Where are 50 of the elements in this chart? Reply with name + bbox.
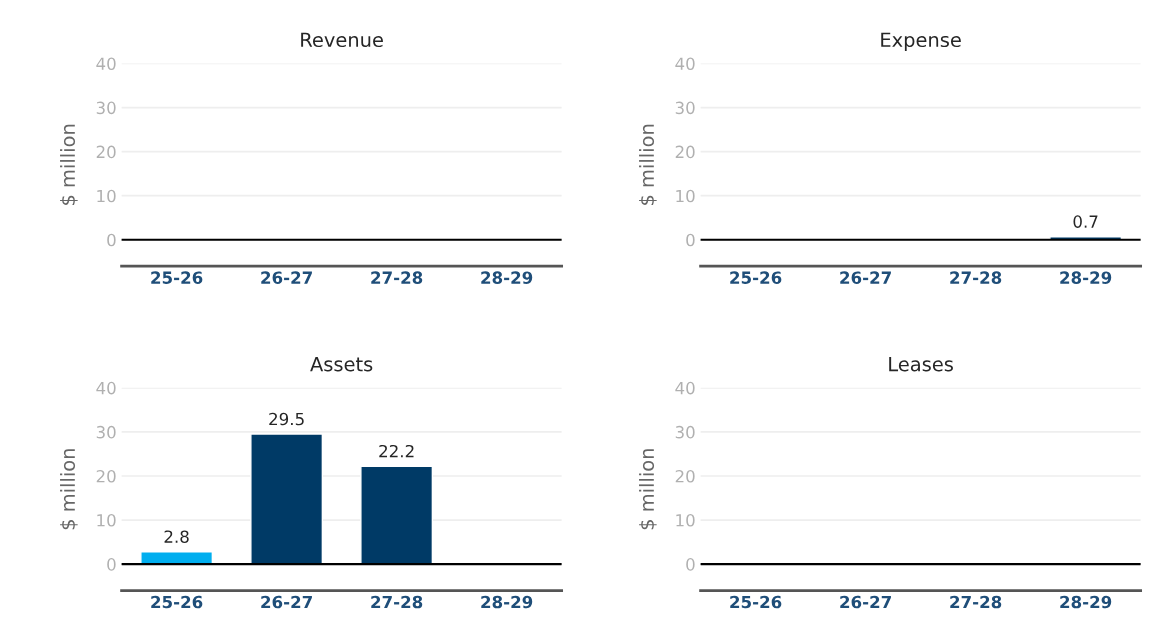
chart-title: Revenue <box>301 32 383 48</box>
y-axis-title: $ million <box>60 124 78 205</box>
y-tick-label: 30 <box>96 425 116 439</box>
x-tick-label: 28-29 <box>481 271 533 284</box>
y-tick-label: 10 <box>676 189 695 203</box>
y-tick-label: 40 <box>96 381 116 395</box>
y-axis-title: $ million <box>639 449 657 530</box>
x-tick-label: 26-27 <box>840 271 891 284</box>
data-label: 29.5 <box>269 412 304 426</box>
y-tick-label: 40 <box>96 57 116 71</box>
y-tick-label: 10 <box>97 514 116 527</box>
bar <box>250 433 324 565</box>
x-tick-label: 27-28 <box>371 595 423 609</box>
chart-title: Expense <box>881 32 961 51</box>
data-label: 22.2 <box>379 444 414 458</box>
x-tick-label: 28-29 <box>1060 595 1112 609</box>
x-tick-label: 25-26 <box>730 595 782 609</box>
y-tick-label: 20 <box>96 145 116 159</box>
x-tick-label: 28-29 <box>1060 271 1112 284</box>
x-tick-label: 27-28 <box>371 271 423 284</box>
y-tick-label: 40 <box>675 381 695 395</box>
y-tick-label: 40 <box>675 57 695 71</box>
y-tick-label: 10 <box>97 189 116 203</box>
x-tick-label: 26-27 <box>261 595 312 609</box>
y-tick-label: 10 <box>676 514 695 527</box>
y-tick-label: 30 <box>96 101 116 115</box>
x-tick-label: 25-26 <box>151 271 203 284</box>
y-tick-label: 0 <box>686 558 695 571</box>
chart-title: Assets <box>310 357 373 372</box>
x-tick-label: 27-28 <box>950 271 1002 284</box>
x-tick-label: 25-26 <box>151 595 203 609</box>
y-tick-label: 20 <box>675 145 695 159</box>
data-label: 0.7 <box>1073 215 1098 228</box>
y-tick-label: 0 <box>107 233 116 247</box>
x-tick-label: 28-29 <box>481 595 533 609</box>
y-tick-label: 20 <box>96 469 116 483</box>
data-label: 2.8 <box>164 530 189 543</box>
x-tick-label: 26-27 <box>840 595 891 609</box>
y-axis-title: $ million <box>639 124 657 205</box>
x-tick-label: 25-26 <box>730 271 782 284</box>
y-tick-label: 20 <box>675 469 695 483</box>
y-tick-label: 30 <box>675 101 695 115</box>
y-axis-title: $ million <box>60 449 78 530</box>
y-tick-label: 30 <box>675 425 695 439</box>
y-tick-label: 0 <box>107 558 116 571</box>
chart-title: Leases <box>889 357 953 372</box>
bar <box>360 465 434 565</box>
y-tick-label: 0 <box>686 233 695 247</box>
x-tick-label: 27-28 <box>950 595 1002 609</box>
x-tick-label: 26-27 <box>261 271 312 284</box>
